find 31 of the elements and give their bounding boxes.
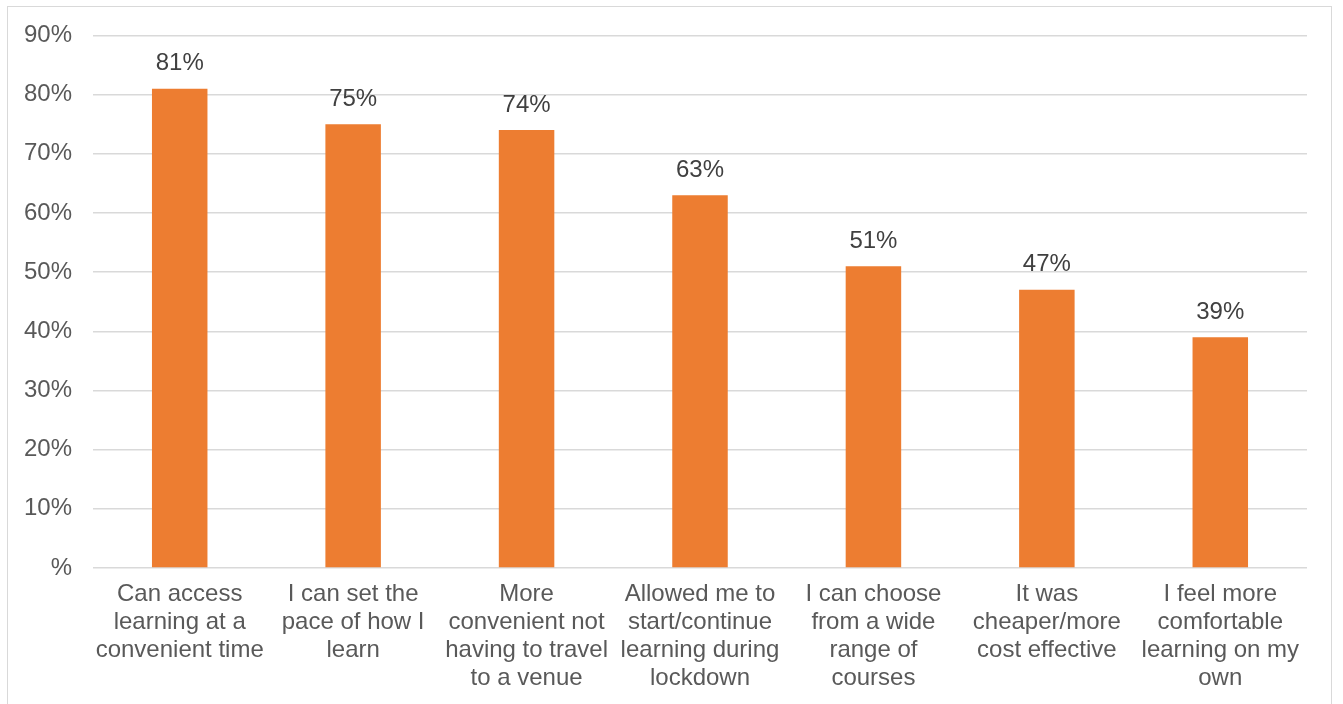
- data-label: 75%: [329, 83, 378, 111]
- y-tick-label: 70%: [23, 138, 72, 166]
- data-label: 51%: [849, 225, 898, 253]
- y-tick-label: 80%: [23, 79, 72, 107]
- bar: [845, 266, 902, 568]
- x-tick-label: More convenient not having to travel to a venue: [445, 578, 608, 690]
- bar: [151, 88, 208, 568]
- bar: [1019, 289, 1075, 568]
- data-label: 74%: [502, 89, 551, 117]
- data-label: 39%: [1196, 296, 1245, 324]
- bar: [1192, 337, 1249, 568]
- x-tick-label: Allowed me to start/continue learning during lockdown: [620, 578, 780, 690]
- y-tick-label: 10%: [23, 493, 72, 521]
- y-tick-label: 90%: [23, 20, 72, 48]
- data-label: 47%: [1022, 249, 1071, 277]
- y-tick-label: 50%: [23, 256, 72, 284]
- x-tick-label: I can set the pace of how I learn: [281, 578, 425, 662]
- bar: [325, 124, 381, 568]
- bar: [672, 195, 728, 568]
- x-tick-label: Can access learning at a convenient time: [95, 578, 264, 662]
- data-label: 63%: [675, 154, 725, 182]
- y-tick-label: 40%: [23, 315, 72, 343]
- y-tick-label: 60%: [23, 197, 72, 225]
- x-tick-label: I feel more comfortable learning on my own: [1141, 578, 1299, 690]
- y-tick-label: 30%: [23, 375, 72, 403]
- x-tick-label: It was cheaper/more cost effective: [972, 578, 1121, 662]
- y-tick-label: 20%: [23, 434, 72, 462]
- data-label: 81%: [155, 48, 204, 76]
- x-tick-label: I can choose from a wide range of courses: [805, 578, 942, 690]
- y-tick-label: %: [50, 552, 72, 580]
- bar: [498, 130, 555, 568]
